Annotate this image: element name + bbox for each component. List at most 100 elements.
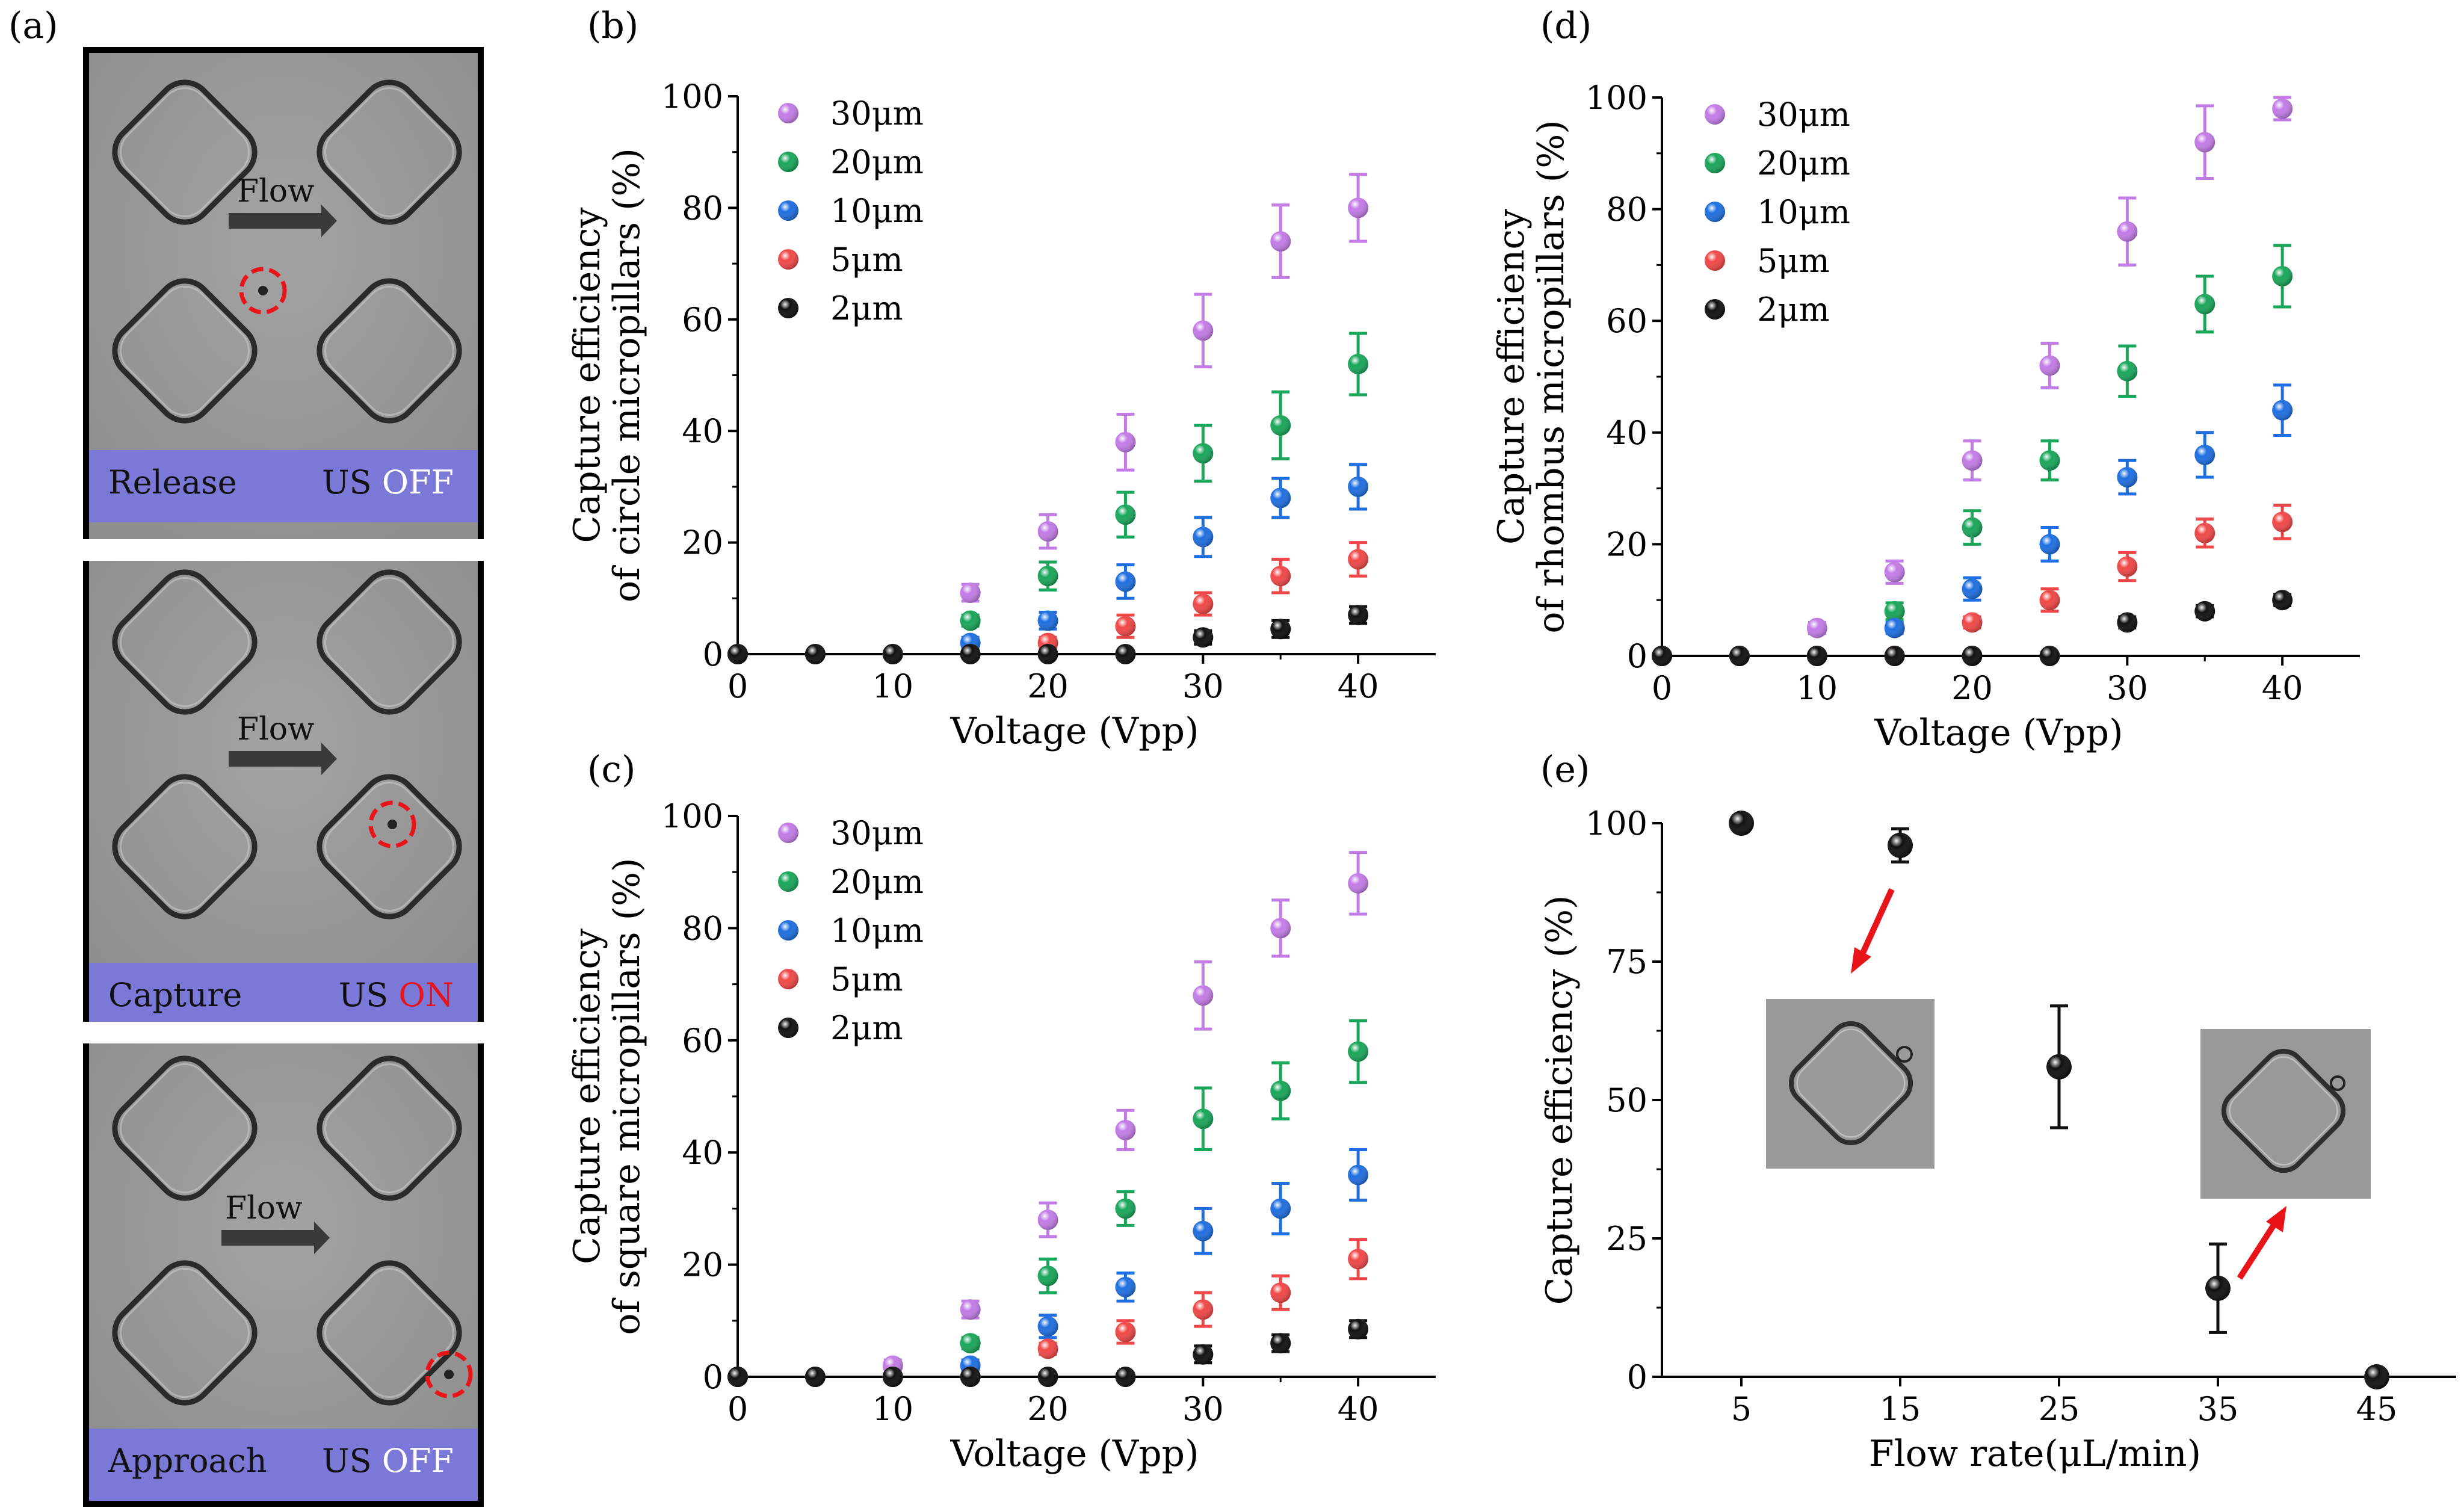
- data-point-shading: [2039, 450, 2060, 471]
- data-point-shading: [960, 610, 981, 631]
- flow-arrow-icon: [221, 1222, 330, 1254]
- legend-marker-shading: [778, 823, 798, 843]
- particle: [258, 286, 268, 295]
- legend-label: 30μm: [1757, 96, 1850, 134]
- x-tick-label: 20: [1027, 667, 1069, 705]
- y-tick-label: 40: [682, 1134, 723, 1172]
- x-tick-label: 40: [1338, 667, 1379, 705]
- us-state: OFF: [381, 463, 454, 501]
- us-label: US: [338, 976, 389, 1014]
- x-tick-label: 30: [1182, 667, 1224, 705]
- x-tick-label: 30: [2107, 669, 2148, 707]
- us-label: US: [322, 463, 372, 501]
- data-point-shading: [804, 1367, 826, 1387]
- data-point-shading: [1270, 1198, 1291, 1219]
- legend-label: 2μm: [1757, 291, 1830, 329]
- legend-label: 5μm: [830, 241, 903, 279]
- y-tick-label: 100: [1586, 805, 1647, 842]
- data-point-shading: [1037, 1210, 1058, 1231]
- data-point-shading: [1115, 1321, 1136, 1343]
- red-arrow-icon: [2237, 1206, 2286, 1280]
- data-point-shading: [1348, 1318, 1369, 1340]
- data-point-shading: [1270, 487, 1291, 508]
- chart-c: 0 10 20 30 40 0 20 40 60 80 100 Voltage (Vpp) Captur…: [566, 797, 1436, 1475]
- data-point-shading: [1193, 443, 1214, 464]
- data-point-shading: [1115, 1198, 1136, 1219]
- data-point-shading: [2272, 511, 2293, 533]
- status-bar-capture: Capture US ON: [89, 963, 478, 1022]
- legend-label: 2μm: [830, 1009, 903, 1047]
- data-point-shading: [2272, 590, 2293, 611]
- particle: [444, 1370, 454, 1379]
- data-point-shading: [2194, 294, 2215, 315]
- y-tick-label: 80: [1606, 191, 1647, 229]
- data-point-shading: [1115, 616, 1136, 637]
- data-point-shading: [960, 582, 981, 604]
- frame-separator: [83, 539, 484, 561]
- data-point-shading: [1884, 561, 1905, 582]
- legend-label: 20μm: [1757, 144, 1850, 182]
- us-label: US: [322, 1442, 372, 1480]
- data-point-shading: [1806, 617, 1827, 638]
- data-point-shading: [1037, 521, 1058, 542]
- data-point-shading: [1270, 566, 1291, 587]
- data-point-shading: [804, 644, 826, 664]
- flow-label: Flow: [237, 711, 315, 747]
- inset-micrograph-35: [2200, 1029, 2371, 1199]
- y-tick-label: 20: [682, 1246, 723, 1284]
- x-tick-label: 5: [1731, 1390, 1752, 1428]
- x-tick-label: 0: [1652, 669, 1672, 707]
- data-point-shading: [1348, 353, 1369, 374]
- legend-label: 20μm: [830, 863, 924, 901]
- data-point-shading: [2117, 556, 2138, 577]
- y-tick-label: 0: [1627, 637, 1647, 675]
- state-label: Capture: [108, 976, 242, 1014]
- chart-d: 0 10 20 30 40 0 20 40 60 80 100 Voltage (Vpp) Captur…: [1490, 79, 2360, 754]
- pillar: [316, 79, 462, 225]
- y-axis-label: Capture efficiency (%): [1539, 895, 1581, 1305]
- y-tick-label: 0: [703, 635, 723, 673]
- particle-highlight-circle: [239, 267, 287, 315]
- us-state: ON: [398, 976, 454, 1014]
- flow-arrow-icon: [229, 743, 337, 775]
- data-point-shading: [1270, 231, 1291, 252]
- legend-label: 30μm: [830, 94, 924, 132]
- data-point-shading: [882, 1367, 903, 1387]
- particle: [388, 820, 397, 829]
- data-point-shading: [2272, 400, 2293, 421]
- y-axis-label: Capture efficiency: [1490, 209, 1533, 545]
- frame-approach-image: [89, 1043, 478, 1501]
- x-axis-label: Voltage (Vpp): [1874, 712, 2123, 754]
- y-tick-label: 0: [703, 1358, 723, 1396]
- data-point-shading: [727, 1367, 748, 1387]
- y-tick-label: 40: [1606, 414, 1647, 452]
- status-bar-approach: Approach US OFF: [89, 1429, 478, 1501]
- data-point-shading: [1806, 646, 1827, 666]
- x-tick-label: 10: [872, 1390, 913, 1428]
- data-point-shading: [1115, 431, 1136, 453]
- data-point-shading: [2194, 444, 2215, 465]
- data-point-shading: [1888, 832, 1913, 858]
- legend-marker-shading: [778, 103, 798, 123]
- data-point-shading: [1652, 646, 1672, 666]
- x-tick-label: 45: [2356, 1390, 2398, 1428]
- data-point-shading: [1193, 1108, 1214, 1129]
- x-axis-label: Voltage (Vpp): [950, 1433, 1199, 1475]
- data-point-shading: [1270, 1080, 1291, 1101]
- legend-label: 10μm: [830, 912, 924, 950]
- y-tick-label: 60: [682, 1022, 723, 1060]
- state-label: Approach: [108, 1442, 267, 1480]
- legend-marker-shading: [778, 200, 798, 221]
- data-point-shading: [1115, 1119, 1136, 1140]
- panel-label-d: (d): [1540, 5, 1592, 47]
- frame-release: Flow Release US OFF: [89, 53, 478, 539]
- data-point-shading: [1729, 811, 1754, 836]
- us-status: US OFF: [322, 1442, 454, 1480]
- panel-label-c: (c): [587, 749, 636, 791]
- data-point-shading: [960, 1367, 981, 1387]
- data-point-shading: [1037, 1338, 1058, 1359]
- y-tick-label: 80: [682, 189, 723, 227]
- frame-capture: Flow Capture US ON: [89, 561, 478, 1022]
- legend-marker-shading: [778, 249, 798, 270]
